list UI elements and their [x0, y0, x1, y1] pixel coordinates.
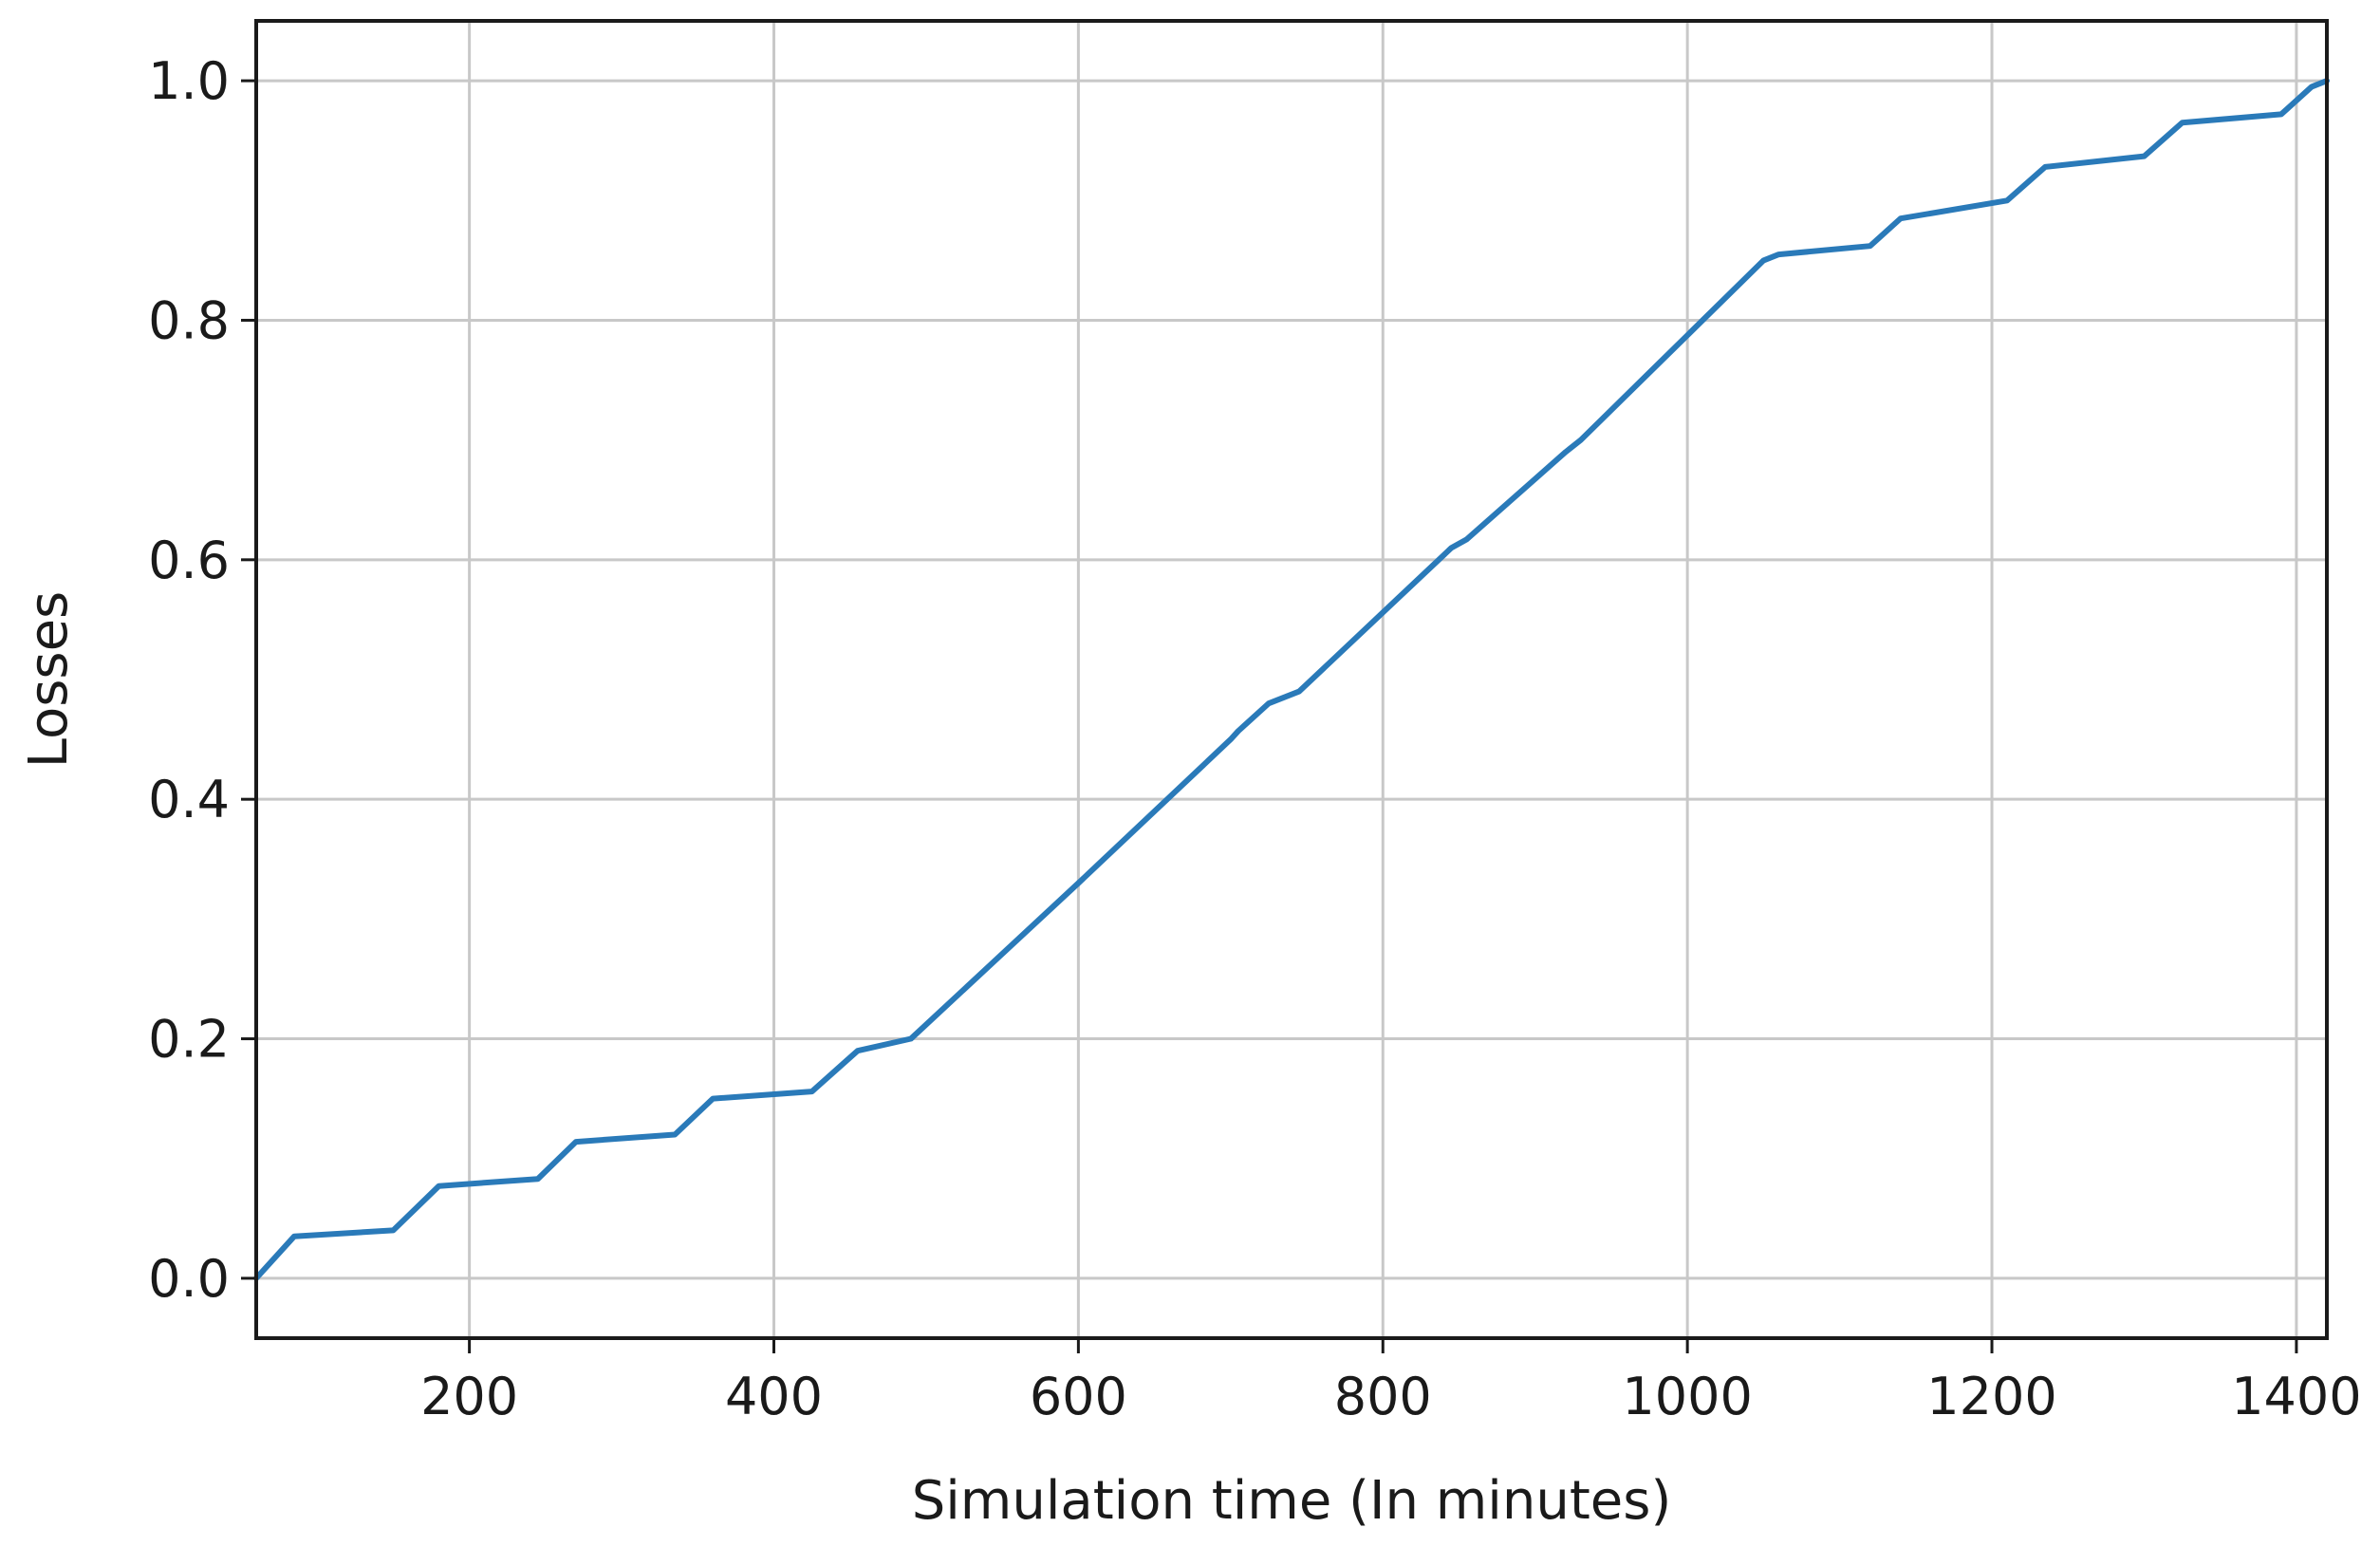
x-tick-labels: 200 400 600 800 1000 1200 1400	[420, 1367, 2362, 1426]
x-tick-label: 1400	[2231, 1367, 2361, 1426]
x-tick-label: 600	[1030, 1367, 1127, 1426]
y-tick-labels: 0.0 0.2 0.4 0.6 0.8 1.0	[148, 51, 230, 1309]
y-tick-label: 1.0	[148, 51, 230, 111]
plot-frame	[254, 19, 2329, 1340]
x-tick-label: 400	[725, 1367, 823, 1426]
x-tick-label: 1200	[1926, 1367, 2056, 1426]
y-tick-label: 0.2	[148, 1010, 230, 1070]
y-tick-label: 0.0	[148, 1249, 230, 1309]
y-tick-label: 0.6	[148, 531, 230, 590]
x-tick-label: 200	[420, 1367, 518, 1426]
tick-marks	[241, 79, 2298, 1353]
x-tick-label: 1000	[1622, 1367, 1752, 1426]
series-line-1	[253, 78, 2330, 1281]
x-tick-label: 800	[1334, 1367, 1432, 1426]
y-tick-label: 0.4	[148, 770, 230, 829]
grid-lines	[256, 21, 2327, 1338]
y-axis-label: Losses	[18, 591, 80, 768]
y-tick-label: 0.8	[148, 290, 230, 350]
x-axis-label: Simulation time (In minutes)	[912, 1470, 1672, 1532]
series-layer	[253, 78, 2330, 1281]
